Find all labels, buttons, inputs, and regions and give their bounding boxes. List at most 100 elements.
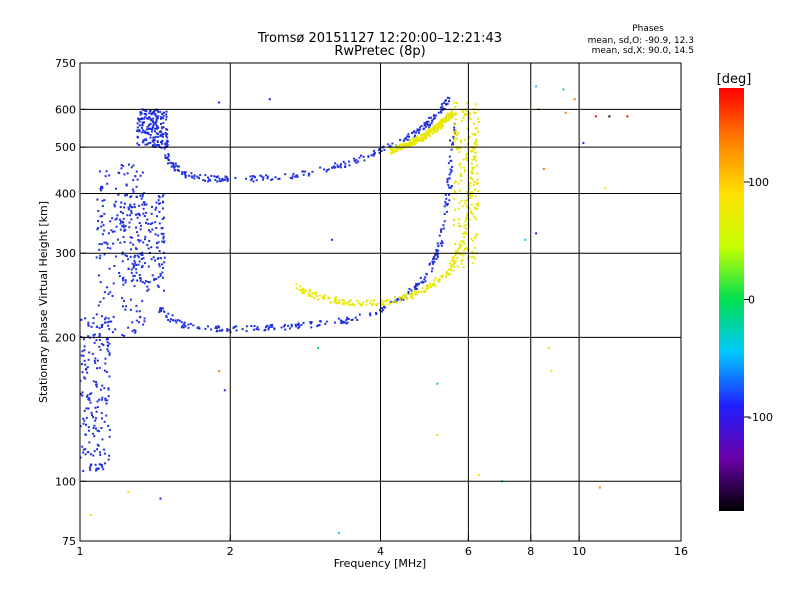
- data-point: [333, 321, 336, 324]
- data-point: [469, 193, 472, 196]
- data-point: [162, 114, 165, 117]
- data-point: [129, 203, 132, 206]
- data-point: [447, 116, 450, 119]
- data-point: [140, 112, 143, 115]
- data-point: [471, 191, 474, 194]
- data-point: [156, 144, 159, 146]
- data-point: [342, 320, 345, 323]
- data-point: [280, 326, 283, 329]
- data-point: [147, 142, 150, 145]
- data-point: [223, 389, 226, 392]
- data-point: [213, 175, 216, 178]
- data-point: [99, 300, 102, 303]
- data-point: [322, 295, 325, 298]
- data-point: [468, 111, 471, 114]
- data-point: [317, 298, 320, 301]
- data-point: [146, 285, 149, 288]
- data-point: [147, 247, 150, 250]
- data-point: [466, 214, 469, 217]
- data-point: [426, 284, 429, 286]
- data-point: [323, 168, 326, 171]
- data-point: [435, 248, 438, 251]
- data-point: [95, 339, 98, 342]
- data-point: [395, 147, 398, 150]
- data-point: [157, 241, 160, 244]
- data-point: [450, 115, 453, 118]
- data-point: [114, 200, 117, 203]
- data-point: [358, 313, 361, 316]
- data-point: [114, 218, 117, 221]
- gridlines: [80, 63, 681, 541]
- data-point: [582, 142, 585, 145]
- colorbar-unit-label: [deg]: [717, 72, 752, 87]
- data-point: [126, 172, 129, 175]
- data-point: [370, 154, 373, 157]
- data-point: [98, 463, 101, 466]
- data-point: [463, 170, 466, 173]
- data-point: [273, 327, 276, 330]
- data-point: [437, 279, 440, 281]
- data-point: [450, 148, 453, 151]
- data-point: [141, 300, 144, 303]
- data-point: [298, 288, 301, 291]
- data-point: [135, 319, 138, 322]
- data-point: [348, 303, 351, 306]
- data-point: [257, 328, 260, 331]
- data-point: [214, 179, 217, 181]
- data-point: [448, 186, 451, 189]
- data-point: [310, 321, 313, 324]
- data-point: [155, 120, 158, 123]
- data-point: [141, 131, 144, 134]
- data-point: [398, 144, 401, 147]
- data-point: [103, 199, 106, 202]
- data-point: [144, 235, 147, 238]
- data-point: [475, 164, 478, 167]
- data-point: [162, 235, 165, 238]
- data-point: [126, 255, 128, 258]
- data-point: [380, 150, 383, 152]
- data-point: [106, 399, 109, 402]
- data-point: [471, 158, 474, 161]
- data-point: [443, 220, 446, 223]
- data-point: [404, 137, 407, 140]
- data-point: [253, 325, 256, 327]
- data-point: [472, 213, 475, 216]
- data-point: [405, 142, 408, 145]
- x-tick-label: 2: [227, 545, 234, 558]
- data-point: [347, 160, 350, 163]
- data-point: [453, 181, 456, 184]
- data-point: [266, 324, 269, 327]
- data-point: [110, 229, 113, 232]
- data-point: [474, 127, 477, 130]
- x-tick-label: 10: [572, 545, 586, 558]
- data-point: [215, 325, 218, 328]
- data-point: [142, 323, 145, 326]
- data-point: [333, 166, 336, 169]
- data-point: [440, 228, 443, 231]
- colorbar-tick-label: 0: [748, 294, 755, 307]
- data-point: [411, 292, 414, 295]
- data-point: [450, 159, 453, 162]
- data-point: [210, 328, 213, 331]
- data-point: [304, 290, 307, 293]
- data-point: [218, 326, 220, 329]
- data-point: [104, 357, 107, 360]
- data-point: [160, 146, 163, 149]
- data-point: [154, 221, 157, 224]
- data-point: [446, 102, 449, 105]
- data-point: [410, 138, 413, 141]
- data-point: [224, 175, 227, 178]
- data-point: [92, 380, 95, 383]
- data-point: [389, 144, 392, 147]
- data-point: [155, 227, 158, 229]
- data-point: [407, 290, 410, 293]
- data-point: [346, 316, 349, 319]
- data-point: [464, 224, 467, 226]
- data-point: [148, 229, 150, 232]
- data-point: [115, 225, 118, 228]
- data-point: [456, 137, 459, 140]
- data-point: [111, 217, 114, 220]
- data-point: [395, 299, 398, 302]
- data-point: [455, 134, 458, 136]
- data-point: [98, 248, 101, 251]
